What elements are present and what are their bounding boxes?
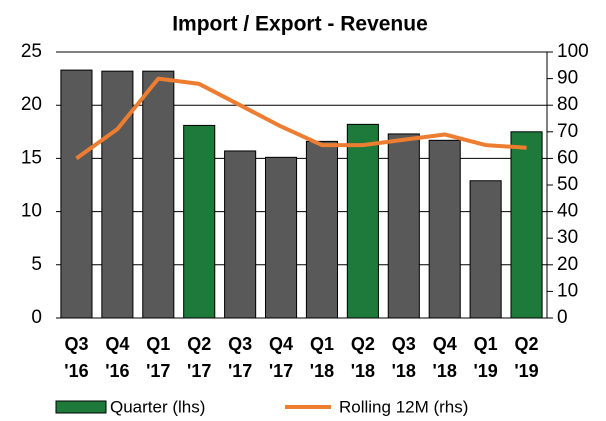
y2-tick-label: 70 (557, 121, 578, 142)
legend-swatch (55, 400, 107, 414)
bar (264, 156, 298, 319)
bar (510, 131, 543, 319)
x-tick-label: Q2 (187, 334, 211, 354)
y2-tick-label: 90 (557, 68, 578, 89)
x-tick-label: '17 (146, 361, 170, 381)
x-tick-label: Q4 (105, 334, 129, 354)
x-tick-label: Q2 (351, 334, 375, 354)
x-tick-label: Q1 (310, 334, 334, 354)
x-tick-label: Q3 (228, 334, 252, 354)
x-tick-label: '18 (310, 361, 334, 381)
x-tick-label: '19 (514, 361, 538, 381)
line (75, 76, 527, 161)
y-tick-label: 20 (21, 94, 42, 115)
y-tick-label: 10 (21, 201, 42, 222)
bar (142, 70, 175, 319)
bar (101, 70, 134, 319)
x-tick-label: '16 (64, 361, 88, 381)
bar (346, 123, 379, 319)
legend-label: Quarter (lhs) (110, 397, 205, 416)
chart-title: Import / Export - Revenue (172, 13, 428, 36)
y-tick-label: 5 (31, 254, 42, 275)
y-tick-label: 15 (21, 147, 42, 168)
bar (224, 150, 257, 319)
bar (469, 180, 502, 319)
x-tick-label: Q4 (433, 334, 457, 354)
y-tick-label: 0 (31, 307, 42, 328)
x-tick-label: '17 (269, 361, 293, 381)
x-tick-label: '17 (187, 361, 211, 381)
x-tick-label: Q2 (515, 334, 539, 354)
y-tick-label: 25 (21, 41, 42, 62)
x-tick-label: Q1 (146, 334, 170, 354)
bar (305, 140, 339, 319)
x-tick-label: Q3 (392, 334, 416, 354)
y2-tick-label: 40 (557, 201, 578, 222)
bar (387, 133, 420, 319)
x-tick-label: '17 (228, 361, 252, 381)
y2-tick-label: 60 (557, 147, 578, 168)
y2-tick-label: 20 (557, 254, 578, 275)
y2-tick-label: 80 (557, 94, 578, 115)
x-tick-label: Q4 (269, 334, 293, 354)
x-tick-label: Q1 (474, 334, 498, 354)
y2-tick-label: 0 (557, 307, 568, 328)
y2-tick-label: 50 (557, 174, 578, 195)
y2-tick-label: 100 (557, 41, 589, 62)
bar (183, 124, 216, 319)
x-tick-label: '19 (473, 361, 497, 381)
x-tick-label: '18 (392, 361, 416, 381)
bar (60, 69, 93, 319)
x-tick-label: '16 (105, 361, 129, 381)
legend-label: Rolling 12M (rhs) (339, 397, 468, 416)
y2-tick-label: 30 (557, 227, 578, 248)
x-tick-label: Q3 (64, 334, 88, 354)
bar (428, 139, 461, 319)
y2-tick-label: 10 (557, 280, 578, 301)
x-tick-label: '18 (351, 361, 375, 381)
x-tick-label: '18 (433, 361, 457, 381)
